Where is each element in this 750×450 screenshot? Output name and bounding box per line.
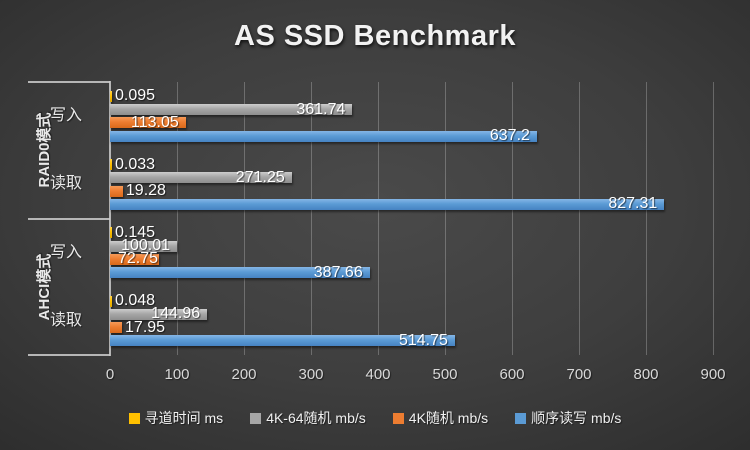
gridline xyxy=(713,82,714,355)
bar xyxy=(110,322,123,333)
bar-value-label: 827.31 xyxy=(608,195,658,213)
bar xyxy=(110,240,177,252)
bar xyxy=(110,267,370,278)
bar-value-label: 361.74 xyxy=(296,100,346,118)
x-tick-label: 100 xyxy=(164,366,190,383)
bar xyxy=(110,185,123,197)
x-tick-label: 300 xyxy=(298,366,324,383)
chart-title: AS SSD Benchmark xyxy=(234,20,516,52)
bar xyxy=(110,335,455,347)
x-tick-label: 200 xyxy=(231,366,257,383)
legend-label: 4K-64随机 mb/s xyxy=(266,410,366,426)
legend-swatch xyxy=(392,412,404,424)
category-row-label: 读取 xyxy=(49,175,82,193)
bar xyxy=(110,295,112,307)
bar-value-label: 113.05 xyxy=(130,113,179,131)
legend-item: 4K-64随机 mb/s xyxy=(250,408,366,428)
bar-value-label: 637.2 xyxy=(489,127,530,144)
x-tick-label: 600 xyxy=(499,366,525,383)
legend-swatch xyxy=(250,412,262,424)
gridline xyxy=(445,82,446,355)
bar xyxy=(110,104,353,115)
category-group-label: AHCI模式 xyxy=(36,253,53,321)
x-tick-label: 0 xyxy=(105,366,115,383)
bar xyxy=(110,227,112,239)
bar-value-label: 0.048 xyxy=(115,292,156,309)
legend-item: 寻道时间 ms xyxy=(128,408,224,428)
category-axis-line xyxy=(109,81,111,356)
bar xyxy=(110,90,112,102)
bar-value-label: 144.96 xyxy=(151,305,201,323)
bar-value-label: 19.28 xyxy=(125,182,166,199)
category-group-label: RAID0模式 xyxy=(36,112,53,188)
category-row-label: 写入 xyxy=(49,107,82,125)
bar xyxy=(110,130,537,142)
bar xyxy=(110,253,159,265)
x-tick-label: 500 xyxy=(432,366,458,383)
bar-value-label: 271.25 xyxy=(235,168,285,186)
gridline xyxy=(579,82,580,355)
x-tick-label: 700 xyxy=(566,366,592,383)
legend-swatch xyxy=(128,412,140,424)
bar xyxy=(110,308,208,320)
gridline xyxy=(311,82,312,355)
legend-item: 顺序读写 mb/s xyxy=(515,408,621,428)
category-row-label: 写入 xyxy=(49,243,82,261)
gridline xyxy=(378,82,379,355)
legend-item: 4K随机 mb/s xyxy=(392,408,489,428)
bar-value-label: 0.095 xyxy=(115,87,156,105)
gridline xyxy=(244,82,245,355)
category-divider xyxy=(28,217,110,220)
bar xyxy=(110,198,665,210)
bar-value-label: 0.145 xyxy=(115,223,156,241)
gridline xyxy=(646,82,647,355)
bar xyxy=(110,159,112,170)
bar-value-label: 100.01 xyxy=(121,237,170,254)
category-divider xyxy=(28,81,110,83)
bar-value-label: 72.75 xyxy=(118,250,159,268)
gridline xyxy=(177,82,178,355)
bar-value-label: 17.95 xyxy=(125,318,166,336)
bar xyxy=(110,172,292,184)
legend-label: 寻道时间 ms xyxy=(144,410,224,426)
legend-swatch xyxy=(515,412,527,424)
legend: 寻道时间 ms 4K-64随机 mb/s 4K随机 mb/s 顺序读写 mb/s xyxy=(0,405,750,431)
bar-value-label: 387.66 xyxy=(313,263,363,281)
bar-value-label: 0.033 xyxy=(115,155,156,173)
category-row-label: 读取 xyxy=(49,311,82,329)
bar-value-label: 514.75 xyxy=(398,331,448,349)
bar xyxy=(110,117,186,129)
legend-label: 顺序读写 mb/s xyxy=(531,410,622,426)
gridline xyxy=(512,82,513,355)
category-divider xyxy=(28,354,110,356)
legend-label: 4K随机 mb/s xyxy=(408,410,489,426)
x-tick-label: 400 xyxy=(365,366,391,383)
x-tick-label: 800 xyxy=(633,366,659,383)
x-tick-label: 900 xyxy=(700,366,726,383)
